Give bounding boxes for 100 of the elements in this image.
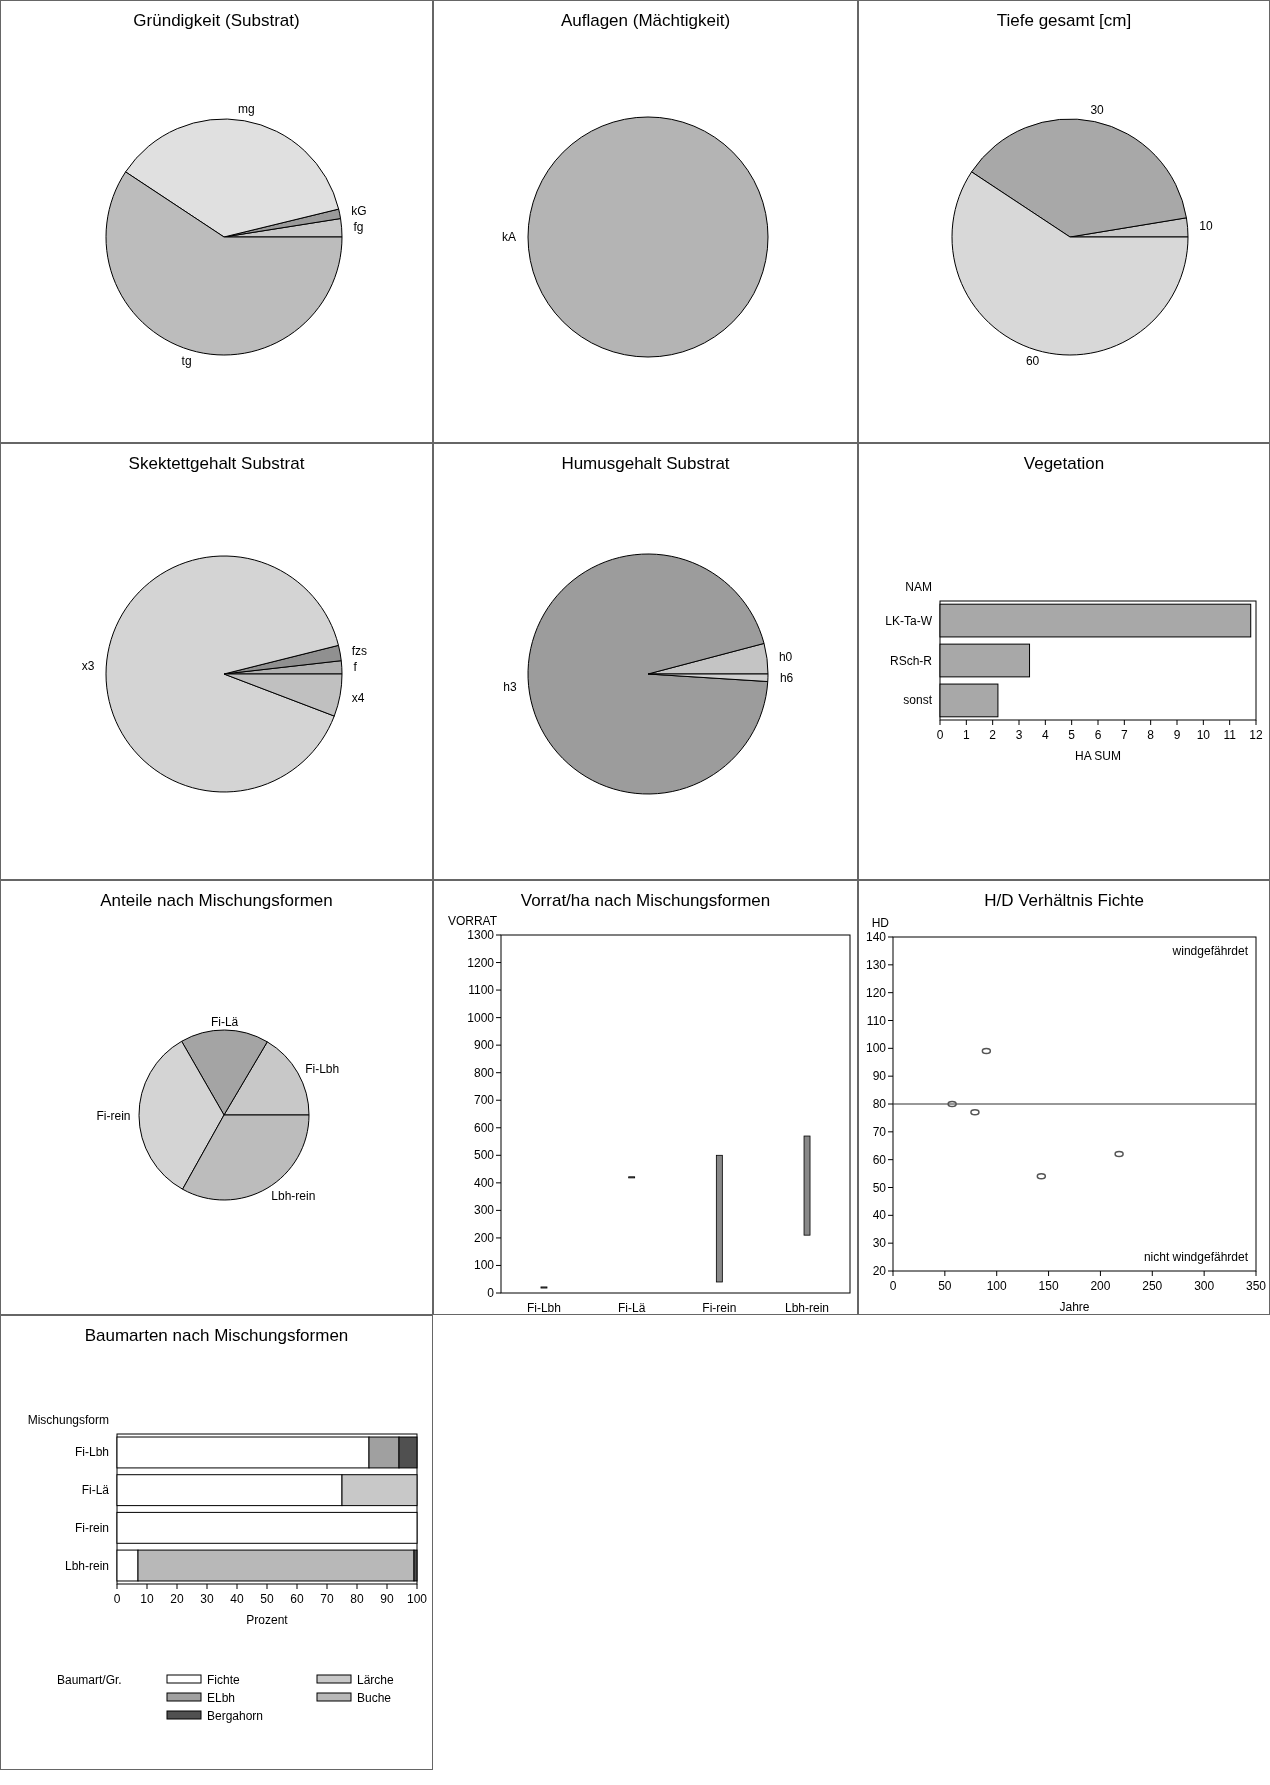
x-tick-label: 10 (140, 1592, 154, 1606)
point (947, 1100, 957, 1108)
y-tick-label: 80 (872, 1097, 887, 1111)
slice-label: tg (181, 354, 192, 369)
legend-label: Fichte (207, 1673, 240, 1687)
y-tick-label: 130 (865, 957, 887, 972)
x-axis-title: Jahre (1059, 1300, 1090, 1314)
slice-label: fg (353, 219, 364, 234)
x-tick-label: 150 (1038, 1279, 1059, 1293)
slice-label: Fi-Lbh (305, 1061, 340, 1076)
x-axis-title: Prozent (246, 1613, 289, 1627)
y-tick-label: Fi-rein (74, 1520, 109, 1535)
slice-label: Lbh-rein (271, 1188, 316, 1203)
x-tick-label: 100 (406, 1592, 428, 1606)
x-tick-label: 80 (350, 1592, 364, 1606)
slice-label: x3 (81, 659, 95, 674)
y-tick-label: 700 (473, 1093, 495, 1108)
y-tick-label: 100 (865, 1041, 887, 1056)
y-tick-label: 110 (866, 1013, 887, 1028)
y-tick-label: Fi-Lä (81, 1483, 110, 1498)
y-axis-title: NAM (905, 580, 932, 594)
slice-label: fzs (351, 643, 368, 658)
y-tick-label: 20 (872, 1264, 887, 1278)
x-tick-label: 0 (113, 1592, 121, 1606)
legend-title: Baumart/Gr. (57, 1673, 122, 1687)
x-tick-label: Fi-Lä (617, 1301, 646, 1315)
annotation: nicht windgefährdet (1143, 1250, 1249, 1264)
x-tick-label: 3 (1015, 728, 1023, 742)
x-tick-label: Lbh-rein (785, 1301, 830, 1315)
annotation: windgefährdet (1171, 944, 1249, 958)
x-tick-label: 20 (170, 1592, 184, 1606)
bar (803, 1135, 811, 1236)
y-tick-label: 400 (473, 1175, 495, 1190)
bar (715, 1154, 723, 1283)
x-axis-title: HA SUM (1074, 749, 1122, 763)
chart-title: Vorrat/ha nach Mischungsformen (520, 891, 771, 910)
y-tick-label: 1000 (467, 1010, 495, 1025)
y-tick-label: 1300 (467, 928, 495, 942)
x-tick-label: 60 (290, 1592, 304, 1606)
chart-title: Tiefe gesamt [cm] (996, 11, 1132, 30)
x-tick-label: 8 (1147, 728, 1155, 742)
y-tick-label: 70 (872, 1124, 887, 1139)
y-tick-label: 140 (865, 930, 887, 944)
x-tick-label: 250 (1142, 1279, 1163, 1293)
y-tick-label: LK-Ta-W (885, 613, 933, 628)
x-tick-label: 200 (1090, 1279, 1111, 1293)
y-tick-label: 1100 (468, 983, 495, 998)
x-tick-label: 4 (1041, 728, 1049, 742)
x-tick-label: Fi-rein (702, 1301, 737, 1315)
x-tick-label: 40 (230, 1592, 244, 1606)
slice-label: Fi-rein (96, 1108, 131, 1123)
slice-label: h6 (779, 671, 794, 686)
y-tick-label: 120 (865, 985, 887, 1000)
slice-label: f (353, 659, 358, 674)
x-tick-label: 1 (962, 728, 970, 742)
y-tick-label: Lbh-rein (64, 1558, 109, 1573)
pie-slice (527, 553, 769, 795)
slice-label: h3 (503, 679, 517, 694)
slice-label: kA (501, 230, 516, 244)
slice-label: 60 (1025, 354, 1040, 369)
y-tick-label: 600 (473, 1120, 495, 1135)
x-tick-label: 7 (1120, 728, 1128, 742)
chart-title: Skektettgehalt Substrat (128, 454, 305, 473)
y-tick-label: 300 (473, 1203, 495, 1218)
chart-title: Vegetation (1023, 454, 1105, 473)
slice-label: kG (351, 204, 367, 219)
x-tick-label: 350 (1245, 1279, 1267, 1293)
y-axis-title: VORRAT (447, 914, 498, 928)
y-tick-label: sonst (903, 693, 933, 708)
y-tick-label: 100 (473, 1258, 495, 1273)
chart-title: H/D Verhältnis Fichte (984, 891, 1144, 910)
x-tick-label: 100 (986, 1279, 1008, 1293)
slice-label: 30 (1090, 103, 1105, 118)
chart-title: Anteile nach Mischungsformen (100, 891, 333, 910)
pie-slice (105, 555, 339, 793)
x-tick-label: 5 (1068, 728, 1076, 742)
x-tick-label: 12 (1249, 728, 1263, 742)
x-tick-label: 0 (936, 728, 944, 742)
y-tick-label: 30 (872, 1236, 887, 1251)
y-tick-label: 90 (872, 1069, 887, 1084)
x-tick-label: 90 (380, 1592, 394, 1606)
legend-label: Buche (357, 1691, 392, 1705)
x-tick-label: 9 (1173, 728, 1181, 742)
y-tick-label: RSch-R (889, 653, 933, 668)
x-tick-label: 2 (989, 728, 997, 742)
y-tick-label: 1200 (467, 955, 495, 970)
x-tick-label: 6 (1094, 728, 1102, 742)
x-tick-label: 50 (260, 1592, 274, 1606)
legend-label: ELbh (207, 1691, 236, 1705)
y-tick-label: 500 (473, 1148, 495, 1163)
x-tick-label: 50 (938, 1279, 952, 1293)
legend-label: Bergahorn (207, 1709, 264, 1723)
point (981, 1047, 992, 1055)
slice-label: 10 (1199, 219, 1214, 234)
x-tick-label: 300 (1194, 1279, 1215, 1293)
point (970, 1109, 980, 1116)
y-tick-label: 50 (872, 1180, 887, 1195)
chart-title: Auflagen (Mächtigkeit) (560, 11, 731, 30)
y-tick-label: Fi-Lbh (74, 1445, 109, 1460)
y-axis-title: HD (871, 916, 890, 930)
